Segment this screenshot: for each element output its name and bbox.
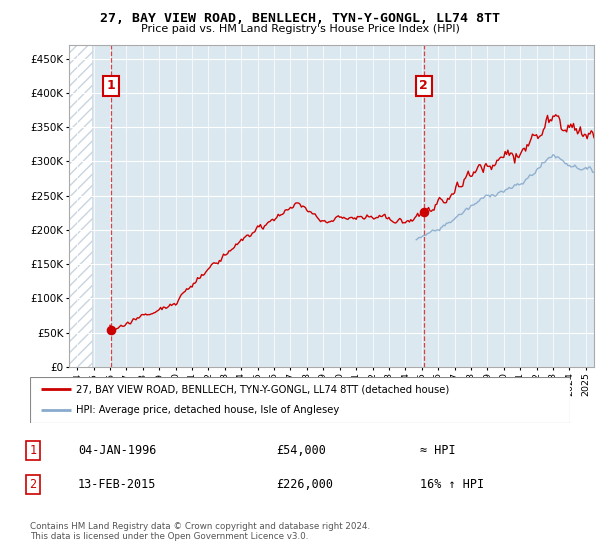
Bar [69, 45, 92, 367]
Text: Contains HM Land Registry data © Crown copyright and database right 2024.
This d: Contains HM Land Registry data © Crown c… [30, 522, 370, 542]
Point [419, 208, 428, 217]
Text: Price paid vs. HM Land Registry's House Price Index (HPI): Price paid vs. HM Land Registry's House … [140, 24, 460, 34]
Text: £226,000: £226,000 [276, 478, 333, 491]
Text: HPI: Average price, detached house, Isle of Anglesey: HPI: Average price, detached house, Isle… [76, 405, 339, 416]
Text: £54,000: £54,000 [276, 444, 326, 458]
Text: 2: 2 [419, 80, 428, 92]
Text: 04-JAN-1996: 04-JAN-1996 [78, 444, 157, 458]
Text: 1: 1 [29, 444, 37, 458]
Text: 13-FEB-2015: 13-FEB-2015 [78, 478, 157, 491]
Text: 16% ↑ HPI: 16% ↑ HPI [420, 478, 484, 491]
Text: 27, BAY VIEW ROAD, BENLLECH, TYN-Y-GONGL, LL74 8TT (detached house): 27, BAY VIEW ROAD, BENLLECH, TYN-Y-GONGL… [76, 384, 449, 394]
Text: 27, BAY VIEW ROAD, BENLLECH, TYN-Y-GONGL, LL74 8TT: 27, BAY VIEW ROAD, BENLLECH, TYN-Y-GONGL… [100, 12, 500, 25]
Point [106, 325, 115, 334]
Text: 2: 2 [29, 478, 37, 491]
Text: 1: 1 [106, 80, 115, 92]
Text: ≈ HPI: ≈ HPI [420, 444, 455, 458]
